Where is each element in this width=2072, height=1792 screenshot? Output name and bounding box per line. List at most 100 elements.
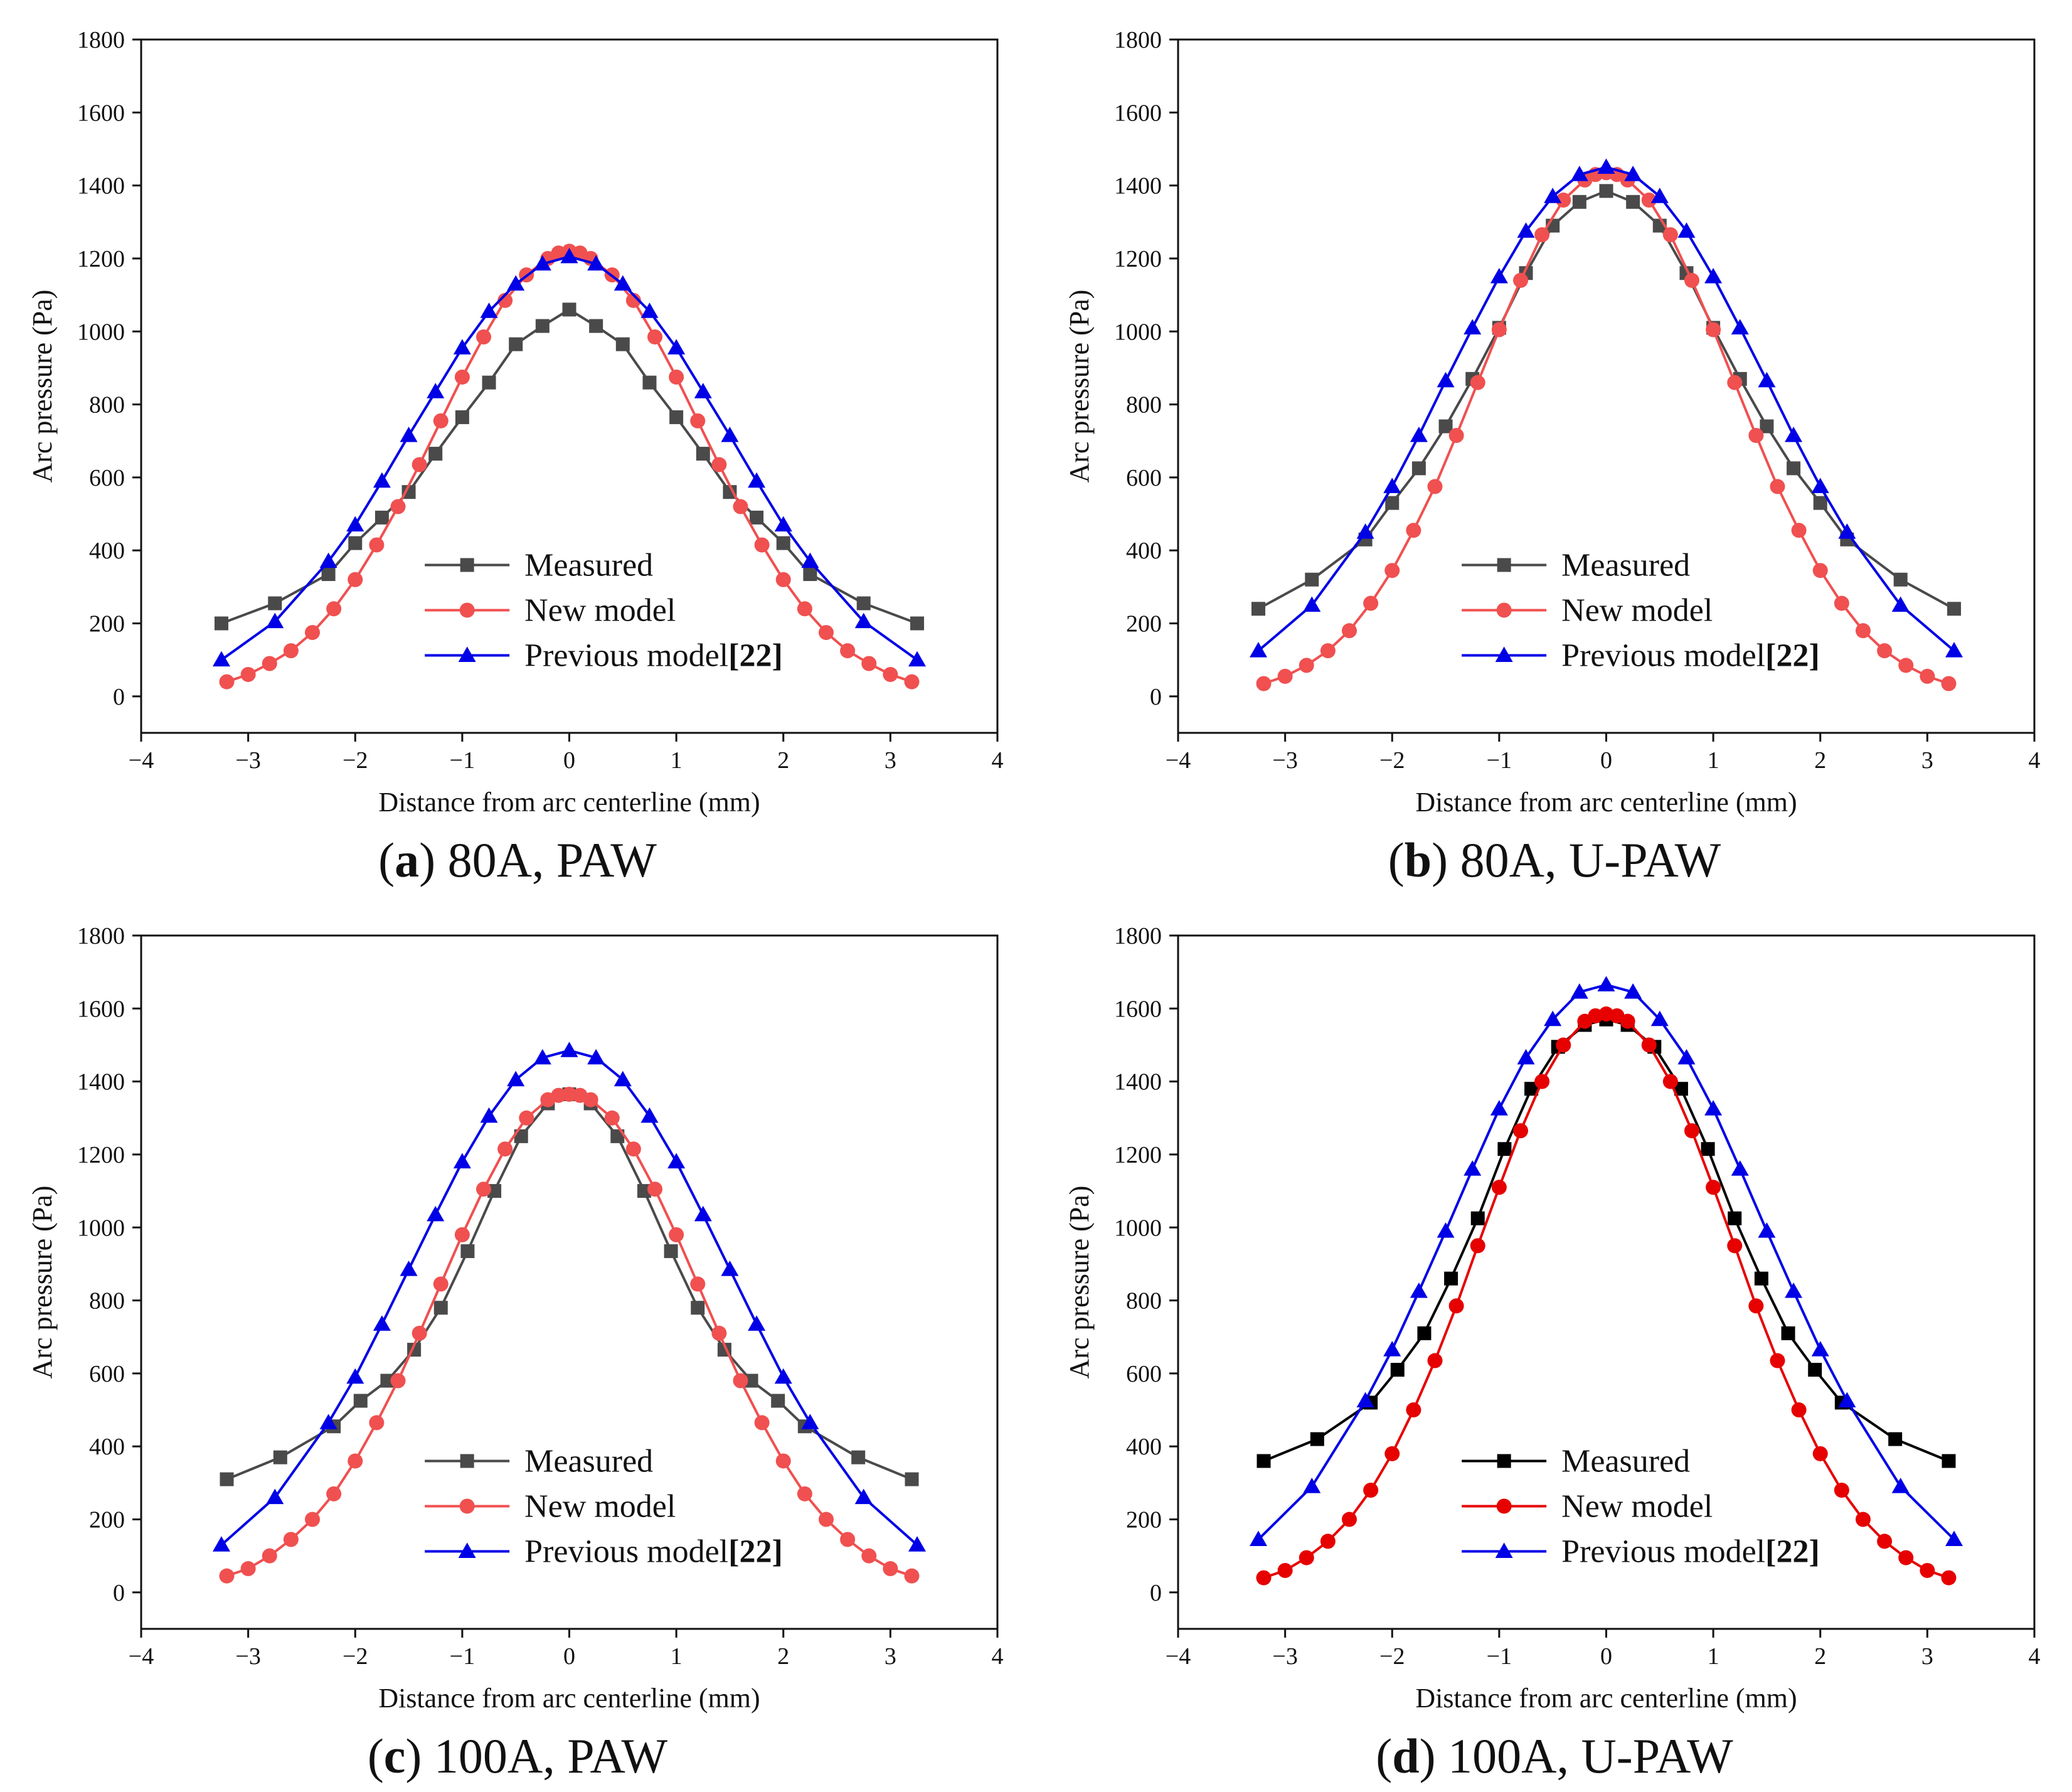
x-tick-label: −1 [1487,747,1512,774]
x-tick-label: −2 [343,1643,368,1670]
caption-close: ) [1419,1729,1436,1783]
data-point [854,1488,873,1505]
data-point [214,616,228,631]
data-point [560,1042,578,1057]
series-new-model [219,1086,920,1584]
legend: Measured New model Previous model[22] [1462,1443,1820,1569]
data-point [1760,419,1774,434]
chart-d: 0 200 400 600 800 1000 1200 1400 1600 1800 −4 −3 −2 −… [1064,923,2041,1714]
y-tick-label: 1000 [77,1215,125,1241]
data-point [1534,227,1550,243]
data-point [1320,1533,1336,1549]
legend-marker [459,602,475,618]
x-tick-label: 3 [885,747,896,774]
data-point [1624,983,1642,999]
data-point [1256,676,1272,691]
data-point [1920,1562,1935,1578]
y-tick-label: 200 [1126,611,1162,637]
data-point [1303,596,1321,612]
data-point [1524,1082,1539,1096]
data-point [801,552,819,568]
data-point [1534,1074,1550,1089]
data-point [212,651,230,667]
y-tick-label: 1800 [1114,923,1162,949]
data-point [412,457,427,472]
data-point [1770,479,1785,494]
y-tick-label: 1000 [1114,319,1162,345]
y-tick-label: 1400 [1114,1069,1162,1096]
data-point [851,1450,866,1464]
data-point [1727,1238,1743,1254]
data-point [219,674,235,690]
data-point [428,447,443,461]
data-point [401,485,416,499]
data-point [1811,1341,1829,1357]
chart-c: 0 200 400 600 800 1000 1200 1400 1600 1800 −4 −3 −2 −… [27,923,1004,1714]
data-point [240,666,256,682]
plot-frame [1177,934,2036,1630]
data-point [1641,192,1657,208]
x-tick-label: 4 [992,1643,1004,1670]
data-point [647,329,662,344]
caption-text: 100A, PAW [422,1729,668,1783]
y-tick-label: 800 [1126,1288,1162,1315]
x-tick-label: 4 [2029,1643,2041,1670]
data-point [348,572,363,587]
caption-a: (a) 80A, PAW [0,832,1035,888]
data-point [1556,1037,1571,1053]
legend-label: Measured [524,1443,653,1479]
data-point [1464,1160,1482,1176]
data-point [733,499,748,515]
caption-open: ( [1376,1729,1393,1783]
data-point [1517,1048,1535,1065]
legend: Measured New model Previous model[22] [1462,547,1820,673]
data-point [1891,596,1910,612]
data-point [754,537,770,553]
data-point [669,369,684,385]
y-tick-label: 1200 [77,246,125,272]
legend-ref: [22] [728,1533,783,1569]
data-point [497,292,513,308]
data-point [711,457,727,472]
series-previous-model [212,248,927,667]
data-point [1448,1298,1464,1314]
y-tick-label: 600 [89,465,125,491]
data-point [1838,523,1856,539]
data-point [640,302,659,318]
data-point [1731,1160,1749,1176]
y-tick-label: 800 [89,392,125,419]
data-point [373,1315,391,1331]
data-point [1758,1222,1776,1238]
data-point [1791,523,1807,538]
y-tick-label: 1200 [77,1142,125,1168]
data-point [721,1261,739,1276]
x-tick-label: 3 [1921,1643,1933,1670]
data-point [433,1276,449,1292]
data-point [1299,1550,1314,1565]
y-tick-label: 1600 [77,996,125,1022]
data-point [1544,188,1562,203]
data-point [1303,1478,1321,1493]
data-point [669,410,684,424]
caption-close: ) [1432,833,1448,887]
data-point [1448,428,1464,444]
data-point [507,275,525,291]
data-point [346,516,364,531]
data-point [723,485,737,499]
y-axis-title: Arc pressure (Pa) [27,290,58,483]
data-point [326,601,342,617]
data-point [273,1450,287,1464]
data-point [1277,1562,1293,1578]
data-point [1383,1341,1401,1357]
y-tick-label: 600 [1126,1361,1162,1387]
data-point [587,255,605,271]
x-tick-label: 4 [992,747,1004,774]
x-tick-label: 2 [777,747,789,774]
x-tick-label: 4 [2029,747,2041,774]
data-point [1490,268,1508,284]
chart-panel-a: 0 200 400 600 800 1000 1200 1400 1600 1800 −4 −3 −2 −… [0,0,1035,896]
data-point [691,1301,705,1315]
data-point [1812,563,1828,579]
data-point [1320,643,1336,659]
data-point [1856,623,1871,639]
